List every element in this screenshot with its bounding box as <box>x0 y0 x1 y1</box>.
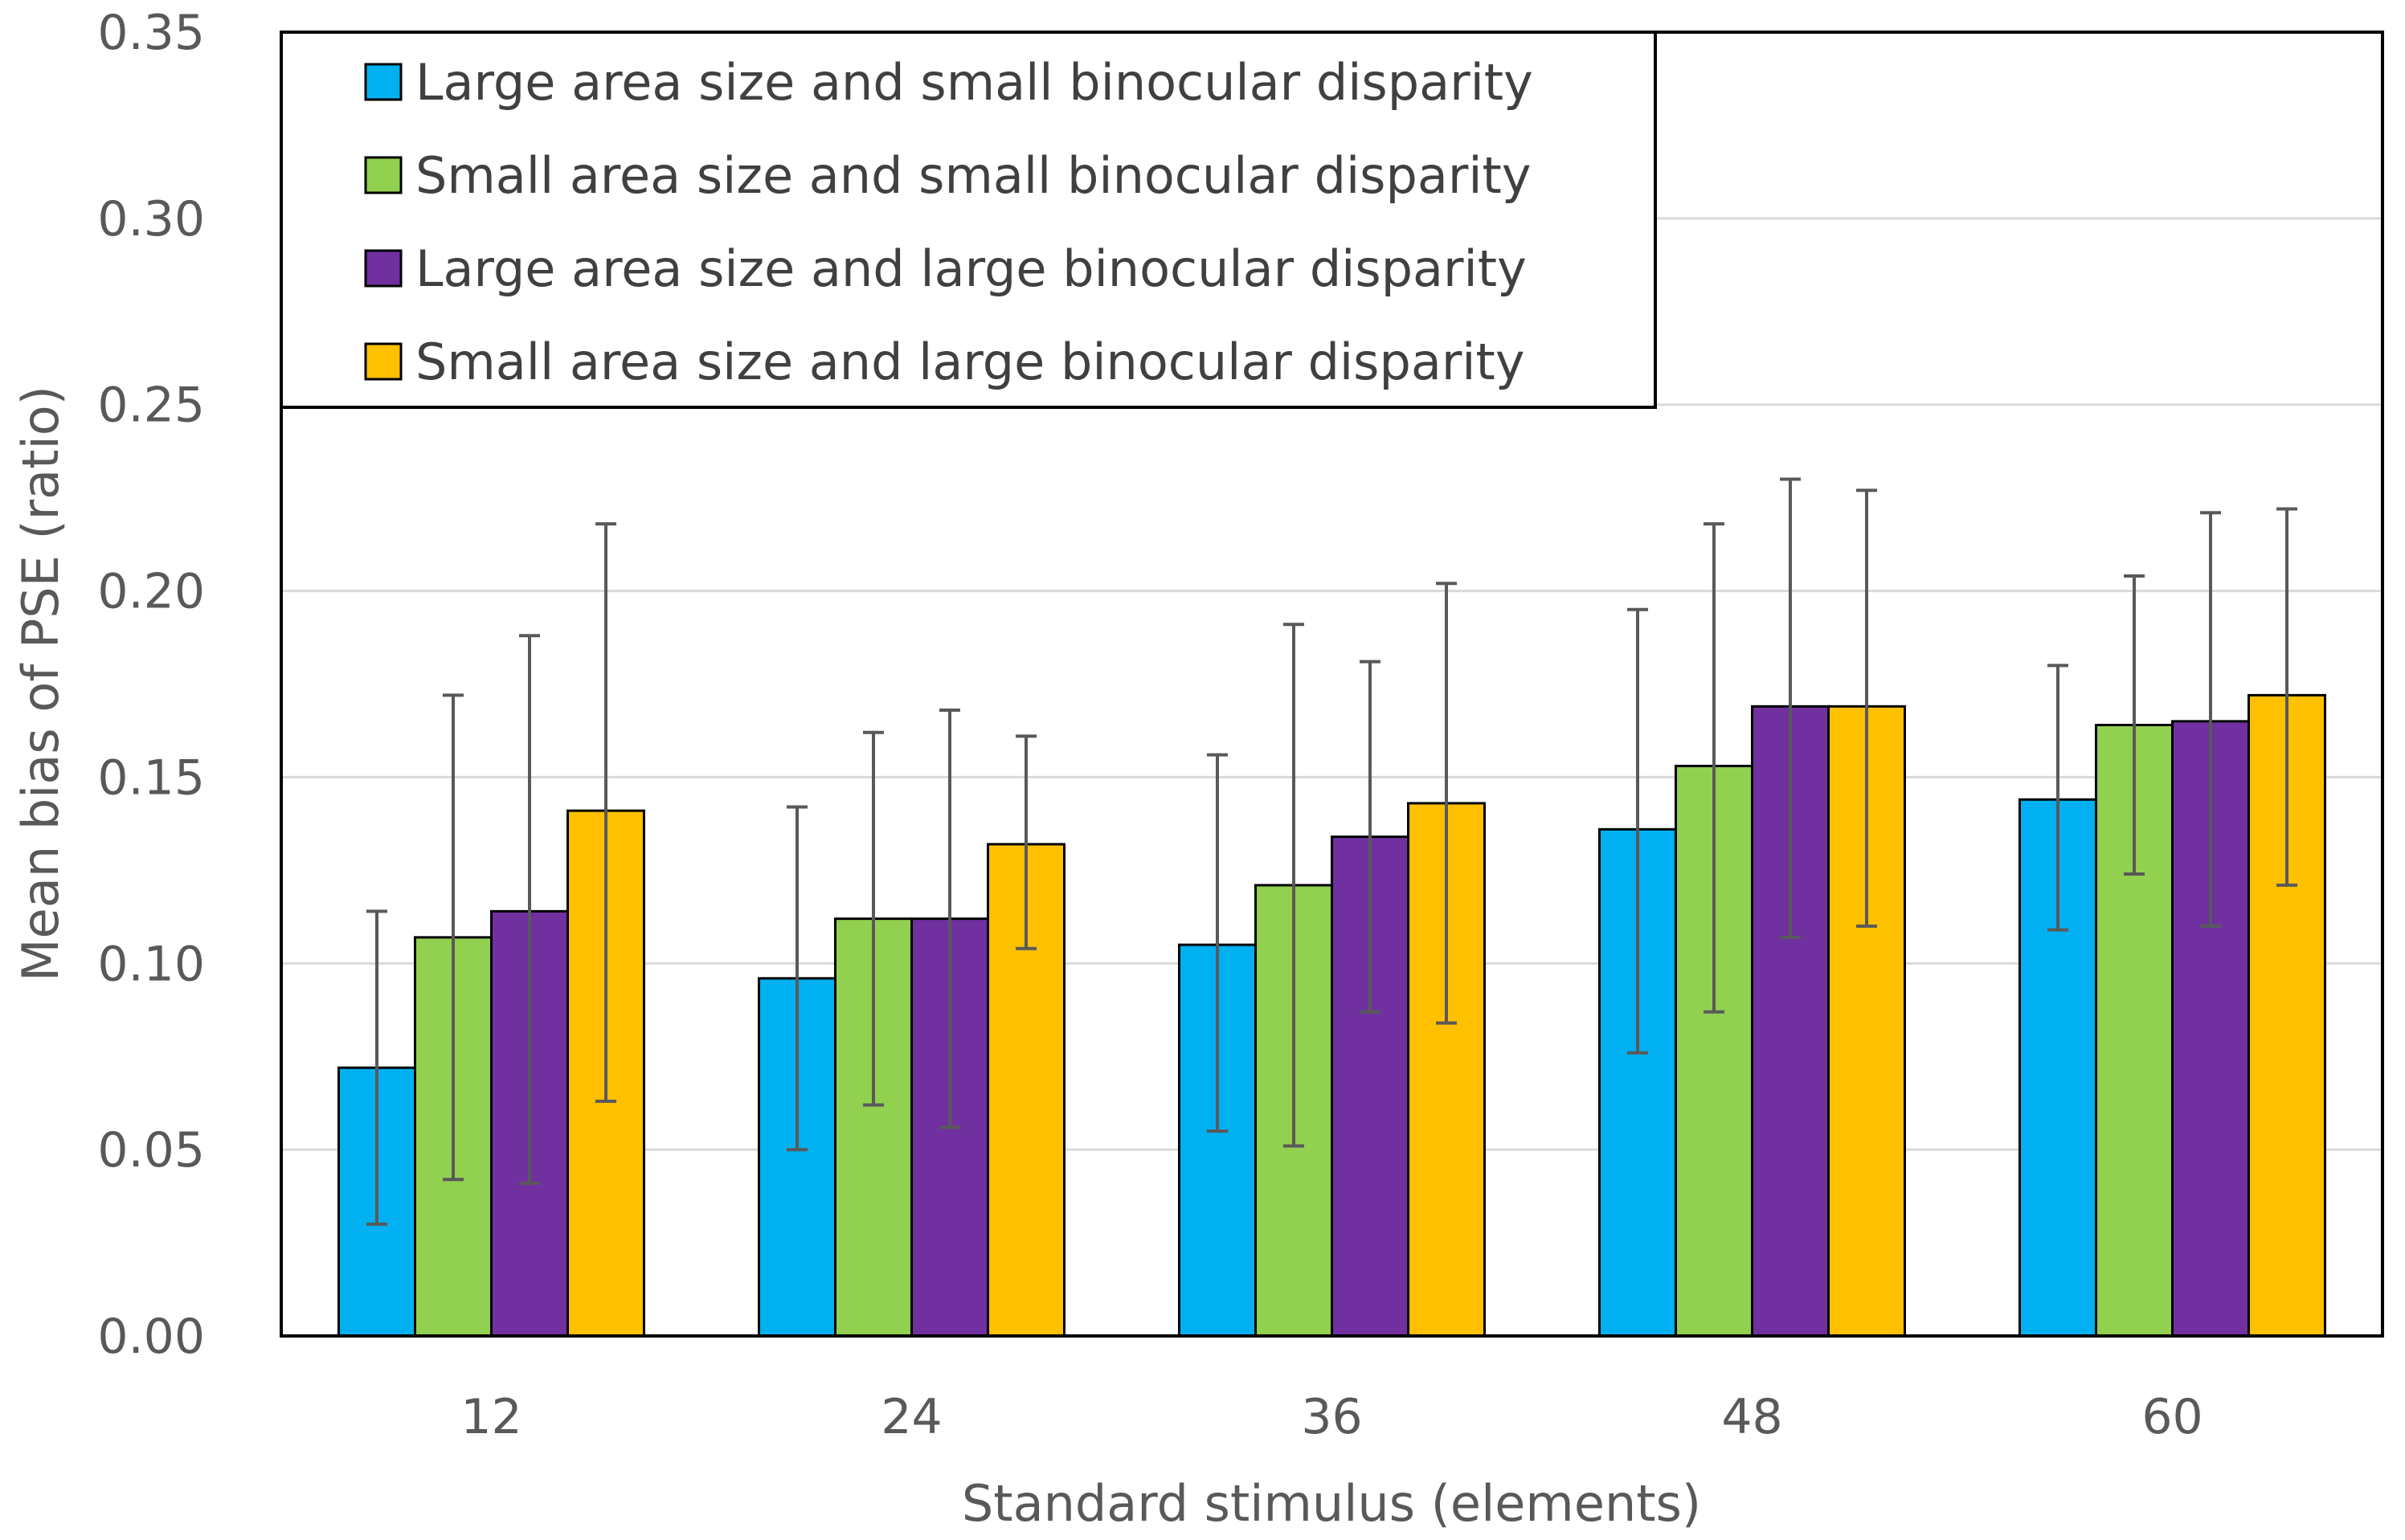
legend-swatch <box>364 63 403 101</box>
error-bars <box>366 477 2297 1226</box>
legend-swatch <box>364 156 403 194</box>
y-tick-label: 0.30 <box>97 191 205 247</box>
x-tick-label: 48 <box>1721 1389 1782 1445</box>
x-axis-title: Standard stimulus (elements) <box>962 1474 1701 1533</box>
legend-swatch <box>364 249 403 288</box>
y-tick-label: 0.25 <box>97 378 205 434</box>
legend-label: Large area size and small binocular disp… <box>415 53 1533 112</box>
legend-box <box>280 31 1657 409</box>
y-tick-label: 0.05 <box>97 1122 205 1178</box>
legend-swatch <box>364 342 403 381</box>
legend-label: Small area size and small binocular disp… <box>415 146 1532 205</box>
legend-items: Large area size and small binocular disp… <box>364 53 1533 391</box>
y-axis-tick-labels: 0.00 0.05 0.10 0.15 0.20 0.25 0.30 0.35 <box>97 5 205 1365</box>
bar <box>2248 693 2326 1338</box>
legend: Large area size and small binocular disp… <box>280 31 1657 409</box>
y-tick-label: 0.15 <box>97 750 205 806</box>
x-tick-label: 60 <box>2141 1389 2203 1445</box>
y-axis-title: Mean bias of PSE (ratio) <box>11 386 70 982</box>
y-tick-label: 0.20 <box>97 564 205 620</box>
legend-label: Small area size and large binocular disp… <box>415 333 1525 391</box>
x-tick-label: 12 <box>460 1389 521 1445</box>
y-tick-label: 0.00 <box>97 1309 205 1365</box>
y-tick-label: 0.10 <box>97 936 205 992</box>
bar <box>1407 802 1486 1338</box>
legend-label: Large area size and large binocular disp… <box>415 239 1527 298</box>
bars <box>337 693 2326 1338</box>
x-axis-tick-labels: 12 24 36 48 60 <box>460 1389 2203 1445</box>
y-tick-label: 0.35 <box>97 5 205 61</box>
x-tick-label: 36 <box>1301 1389 1362 1445</box>
x-tick-label: 24 <box>881 1389 942 1445</box>
